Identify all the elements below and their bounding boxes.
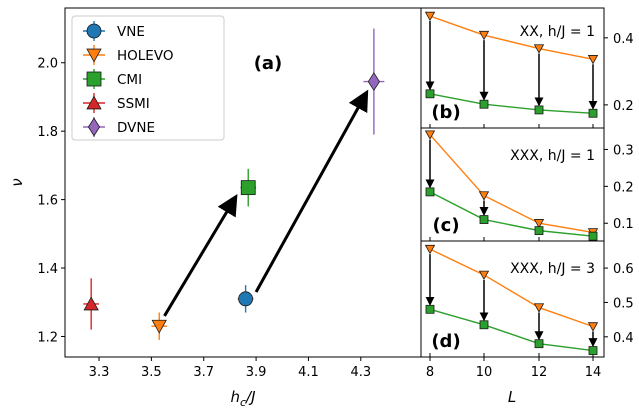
panel-annotation: XXX, h/J = 3 — [510, 261, 595, 277]
cmi-point — [588, 108, 598, 118]
legend-label-vne: VNE — [117, 24, 145, 40]
x-tick-label: 4.1 — [298, 365, 319, 380]
panel-label: (c) — [432, 215, 459, 236]
y-axis-label: ν — [8, 178, 26, 186]
legend-marker-vne — [86, 23, 102, 39]
legend-marker-holevo — [86, 48, 102, 63]
cmi-line — [429, 191, 594, 237]
holevo-point — [478, 191, 490, 201]
cmi-point — [425, 187, 435, 197]
right-y-tick-label: 0.3 — [613, 143, 634, 158]
panel-annotation: XX, h/J = 1 — [520, 24, 595, 40]
right-y-tick-label: 0.5 — [613, 296, 634, 311]
holevo-point — [424, 244, 436, 255]
y-tick-label: 1.8 — [37, 125, 58, 140]
right-y-tick-label: 0.2 — [613, 180, 634, 195]
holevo-point — [424, 11, 436, 22]
panel-label: (d) — [431, 331, 460, 352]
y-tick-label: 1.6 — [37, 194, 58, 209]
y-tick-label: 2.0 — [37, 57, 58, 72]
holevo-point — [533, 303, 545, 313]
data-point-vne — [238, 291, 254, 307]
holevo-point — [587, 322, 599, 332]
cmi-point — [479, 99, 489, 109]
x-axis-label: hc/J — [230, 388, 255, 409]
legend-marker-cmi — [86, 71, 102, 87]
holevo-point — [587, 55, 599, 65]
holevo-point — [478, 30, 490, 41]
legend-marker-ssmi — [86, 95, 102, 110]
holevo-point — [533, 219, 545, 229]
cmi-point — [425, 304, 435, 314]
cmi-point — [588, 346, 598, 355]
holevo-point — [478, 270, 490, 281]
l-tick-label: 14 — [585, 365, 602, 380]
legend-box — [71, 15, 225, 141]
panel-label-a: (a) — [254, 53, 283, 74]
right-y-tick-label: 0.4 — [613, 331, 634, 346]
holevo-line — [429, 248, 594, 328]
legend-marker-dvne — [87, 117, 101, 137]
l-tick-label: 12 — [531, 365, 548, 380]
l-tick-label: 8 — [426, 365, 434, 380]
cmi-point — [479, 320, 489, 330]
data-point-ssmi — [83, 296, 99, 311]
x-tick-label: 3.7 — [193, 365, 214, 380]
cmi-point — [534, 105, 544, 115]
data-point-dvne — [367, 72, 380, 92]
right-y-tick-label: 0.1 — [613, 217, 634, 232]
cmi-line — [429, 93, 594, 114]
holevo-line — [429, 134, 594, 234]
legend-label-cmi: CMI — [117, 72, 142, 88]
panel-annotation: XXX, h/J = 1 — [510, 148, 595, 164]
panel-frame — [420, 240, 605, 358]
holevo-point — [424, 130, 436, 140]
trend-arrow — [163, 194, 238, 317]
legend-label-ssmi: SSMI — [117, 96, 150, 112]
cmi-point — [534, 339, 544, 349]
x-tick-label: 3.9 — [246, 365, 267, 380]
y-tick-label: 1.4 — [37, 262, 58, 277]
right-y-tick-label: 0.4 — [613, 32, 634, 47]
cmi-point — [534, 226, 544, 236]
x-tick-label: 3.3 — [89, 365, 110, 380]
cmi-line — [429, 308, 594, 352]
cmi-point — [425, 89, 435, 99]
data-point-holevo — [151, 319, 167, 334]
x-tick-label: 4.3 — [350, 365, 371, 380]
cmi-point — [479, 215, 489, 224]
panel-label: (b) — [431, 102, 460, 123]
l-tick-label: 10 — [476, 365, 493, 380]
y-tick-label: 1.2 — [37, 330, 58, 345]
holevo-line — [429, 15, 594, 60]
l-axis-label: L — [508, 388, 516, 406]
holevo-point — [533, 44, 545, 54]
legend-label-holevo: HOLEVO — [117, 48, 173, 64]
cmi-point — [588, 231, 598, 241]
x-tick-label: 3.5 — [141, 365, 162, 380]
data-point-cmi — [240, 180, 256, 196]
right-y-tick-label: 0.2 — [613, 99, 634, 114]
trend-arrow — [254, 89, 369, 293]
right-y-tick-label: 0.6 — [613, 262, 634, 277]
legend-label-dvne: DVNE — [117, 120, 155, 136]
